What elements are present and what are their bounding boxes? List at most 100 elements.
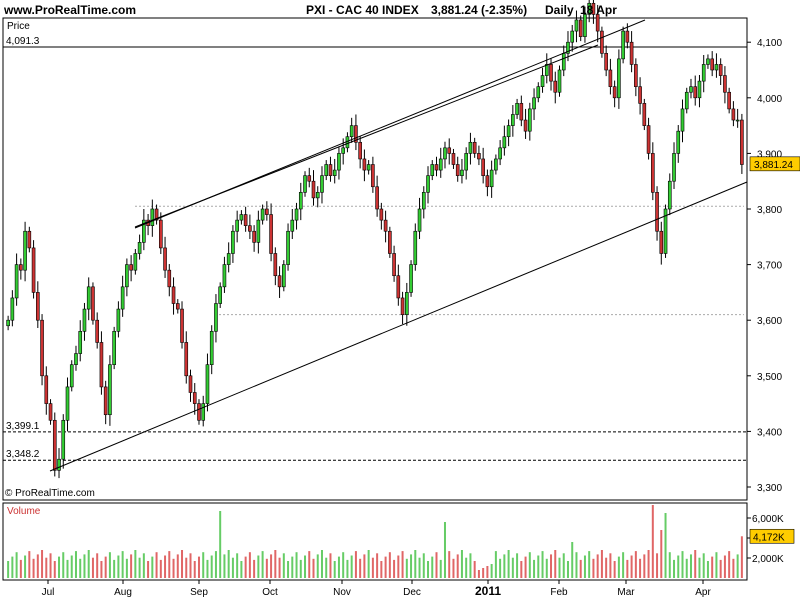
volume-bar: [537, 555, 540, 578]
volume-bar: [91, 557, 94, 578]
candle-body: [570, 30, 575, 43]
volume-bar: [414, 550, 417, 578]
candle-body: [61, 419, 66, 460]
volume-bar: [388, 552, 391, 578]
candle-body: [91, 286, 95, 321]
candle-body: [52, 419, 57, 471]
volume-bar: [596, 554, 599, 578]
volume-bar: [176, 554, 179, 578]
volume-bar: [520, 561, 523, 578]
volume-bar: [214, 551, 217, 578]
volume-bar: [206, 559, 209, 578]
candle-body: [290, 219, 295, 232]
candle-body: [663, 208, 668, 254]
volume-bar: [422, 553, 425, 578]
instrument-title: PXI - CAC 40 INDEX: [306, 3, 419, 17]
volume-bar: [219, 511, 222, 578]
volume-bar: [376, 553, 379, 578]
candle-body: [175, 303, 180, 310]
candle-body: [540, 75, 545, 87]
volume-bar: [494, 551, 497, 578]
candle-body: [265, 208, 269, 215]
volume-bar: [605, 557, 608, 578]
candle-body: [701, 64, 706, 82]
candle-body: [477, 153, 481, 160]
candle-body: [502, 136, 507, 149]
volume-bar: [41, 550, 44, 578]
volume-bar: [181, 550, 184, 578]
candle-body: [578, 19, 583, 37]
volume-bar: [431, 556, 434, 578]
volume-bar: [282, 553, 285, 578]
volume-bar: [325, 557, 328, 578]
volume-bar: [630, 555, 633, 578]
candle-body: [617, 58, 621, 99]
volume-bar: [36, 554, 39, 578]
candle-body: [646, 125, 651, 154]
volume-bar: [460, 550, 463, 578]
volume-bar: [622, 552, 625, 578]
candle-body: [273, 253, 278, 277]
candle-body: [163, 247, 167, 271]
candle-body: [154, 208, 159, 221]
candle-body: [358, 141, 362, 160]
volume-bar: [473, 561, 476, 578]
volume-bar: [554, 550, 557, 578]
volume-bar: [308, 551, 311, 578]
volume-bar: [155, 552, 158, 578]
candle-body: [180, 308, 184, 343]
candle-body: [231, 230, 235, 254]
candle-body: [638, 86, 642, 104]
volume-bar: [711, 556, 714, 578]
volume-bar: [435, 552, 438, 578]
volume-bar: [240, 561, 243, 578]
x-tick-label: Feb: [550, 587, 568, 598]
copyright-label: © ProRealTime.com: [5, 488, 95, 499]
candle-body: [528, 108, 532, 132]
volume-bar: [134, 550, 137, 578]
volume-bar: [291, 556, 294, 578]
candle-body: [405, 292, 409, 315]
volume-bar: [448, 551, 451, 578]
volume-tick-label: 2,000K: [752, 554, 784, 565]
candle-body: [489, 169, 494, 188]
candle-body: [583, 14, 587, 37]
volume-bar: [427, 561, 430, 578]
volume-bar: [159, 559, 162, 578]
price-tick-label: 3,900: [757, 149, 782, 160]
candle-body: [727, 91, 731, 110]
x-tick-label: Mar: [617, 587, 635, 598]
candle-body: [621, 30, 625, 60]
candle-body: [69, 364, 74, 388]
volume-bar: [316, 554, 319, 578]
candle-body: [544, 64, 549, 76]
volume-bar: [15, 552, 18, 578]
candle-body: [286, 230, 290, 265]
volume-bar: [486, 566, 489, 578]
volume-bar: [562, 553, 565, 578]
candle-body: [209, 331, 214, 365]
price-tick-label: 4,100: [757, 38, 782, 49]
volume-bar: [443, 522, 446, 578]
candle-body: [379, 208, 384, 221]
candle-body: [706, 58, 710, 65]
volume-bar: [643, 554, 646, 578]
volume-bar: [261, 551, 264, 578]
volume-bar: [231, 557, 234, 578]
volume-bar: [197, 556, 200, 578]
website-label[interactable]: www.ProRealTime.com: [4, 3, 137, 17]
candle-body: [455, 164, 460, 176]
candle-body: [133, 253, 138, 271]
volume-bar: [83, 554, 86, 578]
candle-body: [460, 169, 464, 176]
price-tick-label: 3,800: [757, 205, 782, 216]
volume-panel-label: Volume: [7, 506, 41, 517]
candle-body: [468, 141, 473, 154]
candle-body: [167, 269, 172, 288]
level-label: 3,399.1: [6, 421, 40, 432]
volume-bar: [257, 555, 260, 578]
candle-body: [366, 164, 371, 171]
candle-body: [44, 375, 49, 404]
volume-bar: [490, 564, 493, 578]
volume-bar: [227, 550, 230, 578]
